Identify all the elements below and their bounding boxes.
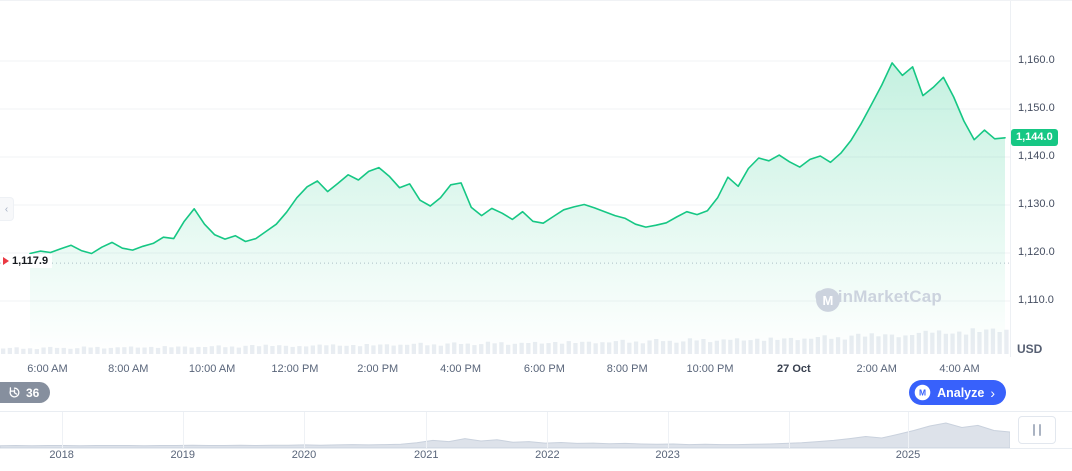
current-price-badge: 1,144.0: [1011, 128, 1058, 146]
y-axis-label: 1,130.0: [1018, 198, 1055, 210]
low-price-label: 1,117.9: [12, 255, 49, 268]
price-line: [29, 62, 1006, 255]
x-axis-label: 4:00 AM: [939, 363, 980, 375]
navigator-gridline: [426, 412, 428, 448]
time-axis[interactable]: 6:00 AM 8:00 AM 10:00 AM 12:00 PM 2:00 PM 4:0…: [0, 357, 1010, 381]
navigator-gridline: [182, 412, 184, 448]
year-label: 2020: [291, 449, 317, 461]
handle-grip-icon: [1039, 424, 1041, 436]
x-axis-label: 8:00 PM: [606, 363, 648, 375]
navigator-gridline: [907, 412, 909, 448]
history-count: 36: [26, 385, 40, 400]
y-axis-label: 1,110.0: [1018, 294, 1054, 306]
low-price-flag: 1,117.9: [1, 254, 53, 269]
year-label: 2022: [535, 449, 560, 461]
navigator-gridline: [667, 412, 669, 448]
chevron-right-icon: ›: [990, 384, 995, 401]
x-axis-label: 6:00 PM: [523, 363, 565, 375]
x-axis-label: 6:00 AM: [27, 363, 68, 375]
year-label: 2021: [413, 449, 439, 461]
clock-history-icon: [9, 387, 20, 398]
price-chart-svg: [0, 60, 1010, 355]
navigator-gridline: [547, 412, 549, 448]
x-axis-label: 2:00 PM: [357, 363, 399, 375]
coinmarketcap-logo-icon: M: [914, 384, 931, 401]
y-axis-label: 1,160.0: [1018, 54, 1055, 66]
currency-unit-label: USD: [1017, 342, 1043, 356]
y-axis-label: 1,140.0: [1018, 150, 1055, 162]
low-price-marker-icon: [3, 257, 9, 266]
x-axis-label: 12:00 PM: [271, 363, 319, 375]
y-axis-label: 1,120.0: [1018, 246, 1055, 258]
analyze-label: Analyze: [937, 385, 985, 400]
navigator-gridline: [304, 412, 305, 448]
year-label: 2023: [655, 449, 680, 461]
year-axis[interactable]: 2018 2019 2020 2021 2022 2023 2025: [0, 449, 1010, 469]
year-label: 2025: [895, 449, 921, 461]
navigator-mini-chart: [0, 422, 1010, 448]
date-range-navigator[interactable]: [0, 411, 1072, 449]
x-axis-label: 8:00 AM: [108, 363, 149, 375]
year-label: 2018: [49, 449, 74, 461]
year-label: 2019: [170, 449, 196, 461]
coinmarketcap-logo-icon: M: [815, 288, 840, 312]
price-area: [30, 62, 1005, 355]
watermark-text: CoinMarketCap: [814, 287, 942, 306]
x-axis-label: 10:00 AM: [188, 363, 236, 375]
price-axis[interactable]: 1,160.0 1,150.0 1,140.0 1,130.0 1,120.0 1,110…: [1010, 1, 1072, 357]
chevron-left-icon: ‹: [4, 203, 9, 215]
x-axis-label: 10:00 PM: [686, 363, 734, 375]
x-axis-label: 27 Oct: [777, 363, 811, 375]
svg-text:M: M: [919, 388, 926, 398]
navigator-scroll-handle[interactable]: [1018, 416, 1056, 444]
navigator-area: [0, 422, 1010, 448]
history-count-badge[interactable]: 36: [0, 382, 51, 403]
drawing-toolbar-toggle[interactable]: ‹: [0, 197, 14, 221]
x-axis-label: 4:00 PM: [440, 363, 482, 375]
y-axis-label: 1,150.0: [1018, 102, 1055, 114]
watermark: M CoinMarketCap: [814, 287, 942, 312]
svg-text:M: M: [822, 293, 833, 308]
handle-grip-icon: [1033, 424, 1035, 436]
navigator-gridline: [788, 412, 790, 448]
navigator-gridline: [61, 412, 63, 448]
analyze-button[interactable]: M Analyze ›: [909, 380, 1006, 405]
x-axis-label: 2:00 AM: [856, 363, 897, 375]
main-chart-canvas[interactable]: 1,117.9 M CoinMarketCap ‹: [0, 1, 1010, 357]
